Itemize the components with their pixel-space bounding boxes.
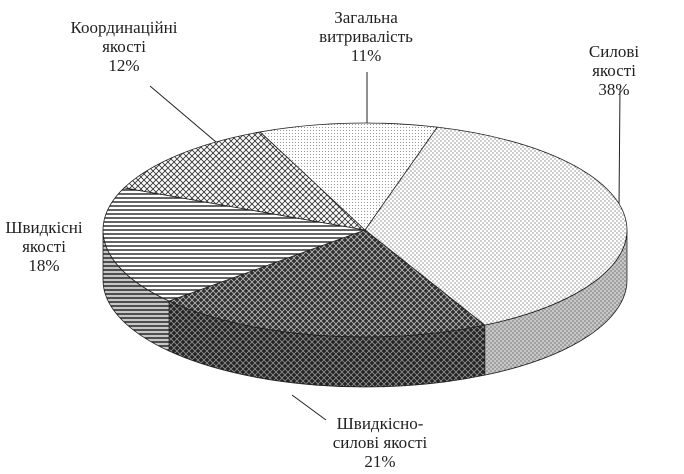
category-label: Силові якості [588,42,640,80]
leader-line [149,85,217,143]
slice [168,229,486,338]
slice [259,122,438,231]
leader-line [618,87,621,209]
slice-side-shade [484,230,627,376]
value-label: 11% [350,46,382,65]
category-label: Швидкісно- силові якості [332,414,428,452]
leader-line [291,394,327,421]
value-label: 38% [598,80,630,99]
slice-label: Загальна витривалість 11% [319,8,413,65]
category-label: Загальна витривалість [319,8,413,46]
slice-label: Координаційні якості 12% [71,18,178,75]
slice [102,187,367,302]
value-label: 18% [28,256,60,275]
slice-side-shade [103,230,170,352]
category-label: Швидкісні якості [5,218,83,256]
slice [364,126,628,326]
category-label: Координаційні якості [70,18,178,56]
slice-label: Швидкісні якості 18% [5,218,82,275]
leader-lines [149,72,621,421]
slice-side-shade [169,301,485,387]
slice [123,131,367,231]
value-label: 21% [364,452,396,471]
slice-label: Силові якості 38% [579,42,649,99]
value-label: 12% [108,56,140,75]
slice-label: Швидкісно- силові якості 21% [333,414,427,471]
